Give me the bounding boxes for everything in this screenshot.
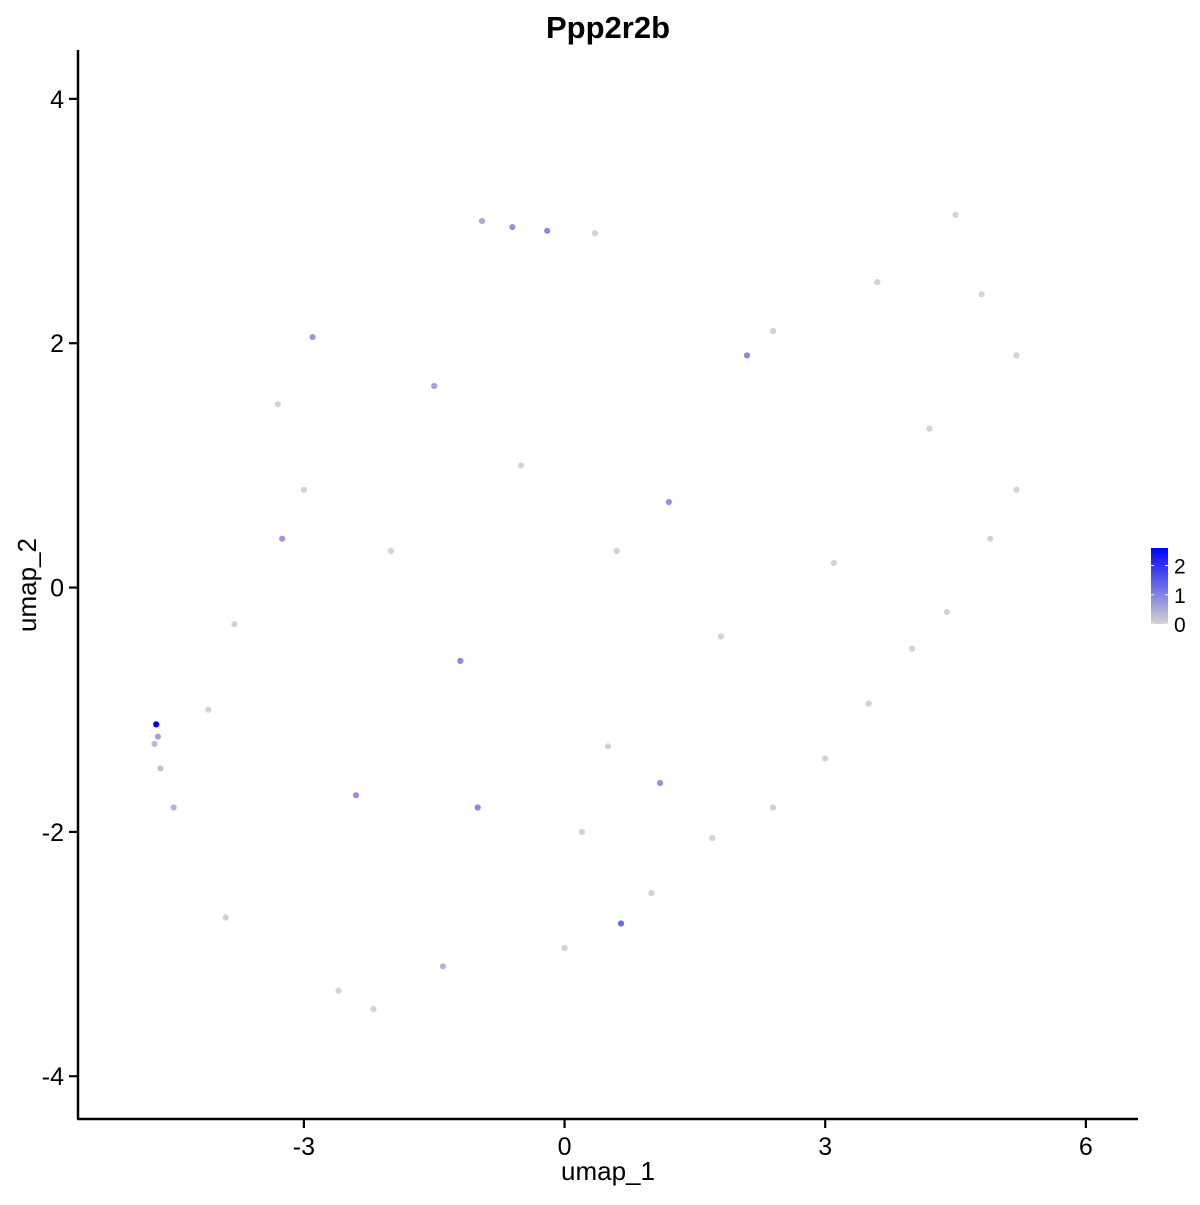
data-point	[170, 804, 177, 811]
data-point	[544, 227, 551, 234]
colorbar	[1151, 548, 1168, 624]
data-point	[478, 217, 486, 225]
y-tick-label: 2	[50, 330, 64, 358]
data-point	[822, 755, 829, 762]
data-point	[665, 498, 672, 506]
data-point	[987, 535, 994, 542]
data-point	[709, 834, 716, 842]
data-point	[613, 547, 620, 555]
data-point	[222, 914, 229, 921]
data-point	[865, 700, 872, 707]
data-point	[578, 828, 586, 836]
y-axis-title: umap_2	[12, 538, 42, 632]
data-point	[518, 462, 525, 469]
y-tick-label: 4	[50, 86, 64, 114]
points-layer	[151, 211, 1020, 1013]
data-point	[978, 291, 985, 298]
data-point	[335, 987, 342, 994]
data-point	[370, 1005, 377, 1013]
data-point	[648, 889, 655, 897]
y-axis-ticks: -4 -2 0 2 4	[42, 86, 78, 1091]
data-point	[717, 633, 725, 640]
data-point	[300, 486, 307, 493]
chart-title: Ppp2r2b	[546, 10, 670, 45]
data-point	[657, 779, 664, 787]
data-point	[874, 279, 881, 286]
data-point	[743, 352, 751, 359]
data-point	[617, 920, 625, 927]
data-point	[153, 721, 160, 728]
data-point	[591, 230, 599, 237]
data-point	[279, 535, 286, 542]
x-tick-label: 0	[558, 1133, 572, 1161]
data-point	[952, 211, 959, 218]
colorbar-tick-label: 2	[1174, 556, 1186, 579]
data-point	[154, 733, 161, 740]
data-point	[474, 804, 481, 811]
data-point	[151, 740, 158, 748]
data-point	[943, 608, 951, 616]
data-point	[1013, 352, 1020, 359]
data-point	[1013, 486, 1020, 493]
data-point	[909, 645, 916, 652]
data-point	[457, 657, 464, 665]
data-point	[231, 621, 238, 628]
y-tick-label: -2	[42, 819, 64, 847]
data-point	[352, 792, 360, 799]
data-point	[926, 425, 933, 432]
data-point	[509, 224, 516, 231]
data-point	[770, 327, 777, 335]
color-legend: 0 1 2	[1151, 548, 1186, 637]
data-point	[309, 334, 316, 341]
data-point	[439, 963, 446, 970]
x-tick-label: 3	[818, 1133, 832, 1161]
x-tick-label: -3	[293, 1133, 315, 1161]
colorbar-tick-label: 1	[1174, 585, 1186, 608]
data-point	[604, 743, 612, 750]
x-tick-label: 6	[1079, 1133, 1093, 1161]
data-point	[387, 547, 394, 555]
colorbar-ticks: 0 1 2	[1151, 556, 1186, 637]
y-tick-label: -4	[42, 1063, 64, 1091]
data-point	[770, 804, 777, 811]
data-point	[431, 382, 438, 390]
data-point	[205, 706, 212, 713]
data-point	[561, 944, 568, 952]
data-point	[274, 401, 281, 408]
colorbar-tick-label: 0	[1174, 614, 1186, 637]
x-axis-title: umap_1	[561, 1156, 655, 1186]
data-point	[157, 765, 164, 772]
y-tick-label: 0	[50, 575, 64, 603]
x-axis-ticks: -3 0 3 6	[293, 1119, 1093, 1161]
data-point	[830, 560, 838, 567]
